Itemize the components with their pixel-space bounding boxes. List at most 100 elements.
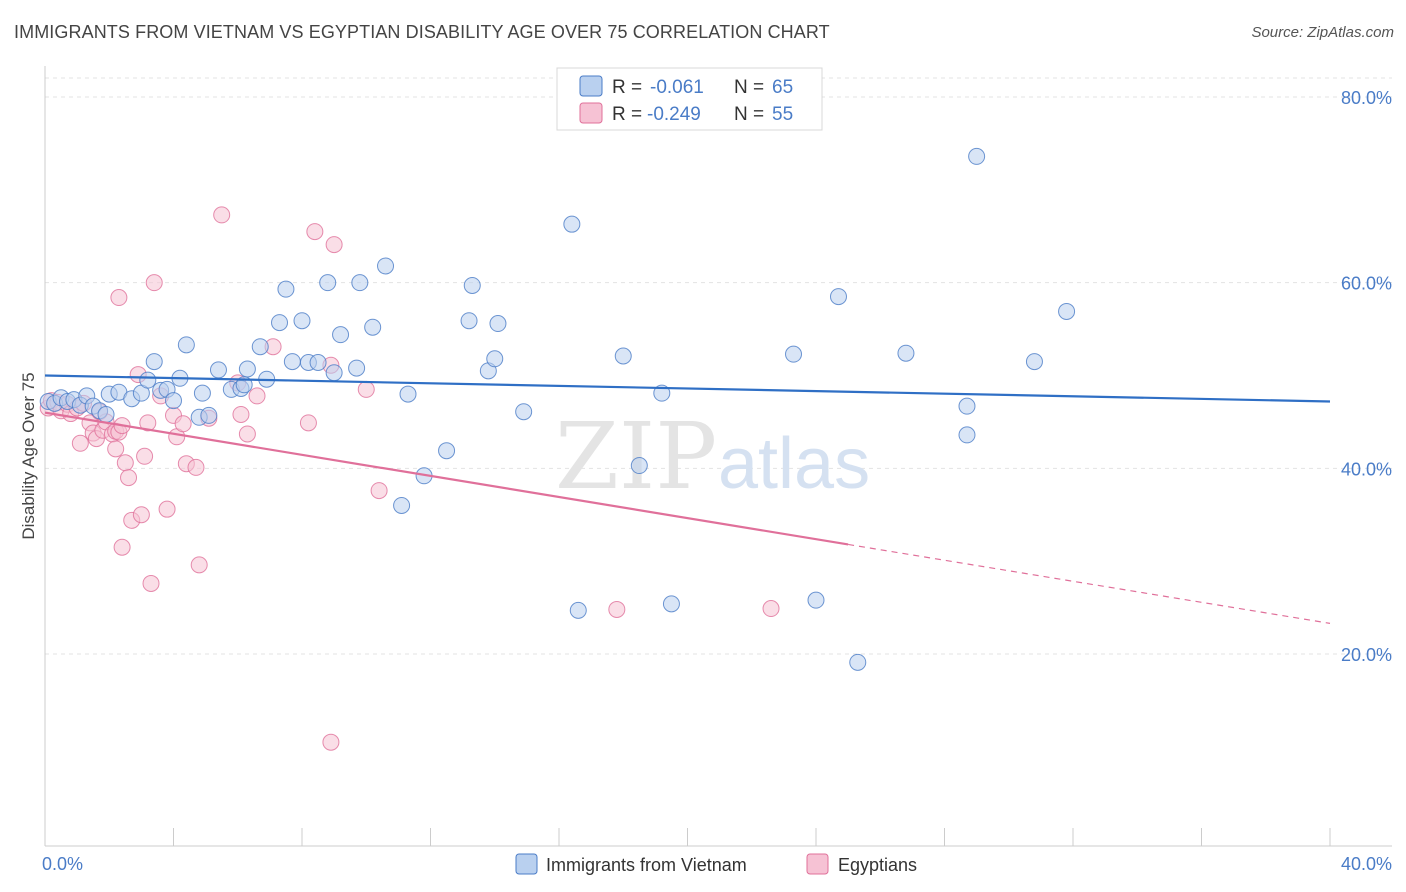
- stats-legend: R = -0.061 N = 65 R = -0.249 N = 55: [556, 67, 823, 131]
- vietnam-point: [348, 359, 366, 377]
- vietnam-point: [489, 315, 507, 333]
- legend-r-label-vietnam: R =: [612, 77, 642, 98]
- vietnam-point: [277, 280, 295, 298]
- bottom-legend-label-egypt: Egyptians: [838, 855, 917, 875]
- legend-n-label-egypt: N =: [734, 104, 764, 125]
- egypt-point: [158, 500, 176, 518]
- egypt-trend-line-extrapolated: [848, 543, 1331, 624]
- vietnam-point: [309, 354, 327, 372]
- vietnam-point: [145, 353, 163, 371]
- vietnam-point: [785, 345, 803, 363]
- egypt-point: [120, 469, 138, 487]
- vietnam-point: [460, 312, 478, 330]
- watermark-atlas: atlas: [718, 424, 870, 504]
- legend-r-value-egypt: -0.249: [647, 104, 701, 125]
- vietnam-point: [438, 442, 456, 460]
- vietnam-point: [251, 338, 269, 356]
- egypt-point: [187, 458, 205, 476]
- y-tick-label: 80.0%: [1341, 88, 1392, 108]
- legend-n-label-vietnam: N =: [734, 77, 764, 98]
- egypt-point: [113, 538, 131, 556]
- vietnam-point: [1058, 302, 1076, 320]
- egypt-point: [174, 415, 192, 433]
- egypt-point: [370, 482, 388, 500]
- vietnam-point: [958, 397, 976, 415]
- egypt-point: [110, 289, 128, 307]
- egypt-point: [248, 387, 266, 405]
- vietnam-point: [271, 314, 289, 332]
- egypt-point: [136, 447, 154, 465]
- vietnam-point: [319, 274, 337, 292]
- y-axis-title: Disability Age Over 75: [19, 372, 38, 539]
- egypt-point: [142, 574, 160, 592]
- vietnam-point: [958, 426, 976, 444]
- egypt-point: [762, 600, 780, 618]
- vietnam-point: [351, 274, 369, 292]
- vietnam-point: [332, 326, 350, 344]
- vietnam-point: [1025, 353, 1043, 371]
- egypt-point: [116, 454, 134, 472]
- vietnam-point: [662, 595, 680, 613]
- x-tick-labels: 0.0% 40.0%: [42, 854, 1392, 874]
- vietnam-point: [377, 257, 395, 275]
- egypt-point: [306, 223, 324, 241]
- bottom-legend: Immigrants from Vietnam Egyptians: [515, 853, 917, 875]
- egypt-point: [322, 733, 340, 751]
- vietnam-point: [849, 653, 867, 671]
- vietnam-point: [200, 406, 218, 424]
- bottom-legend-swatch-egypt: [806, 853, 829, 875]
- legend-n-value-vietnam: 65: [772, 77, 793, 98]
- vietnam-point: [209, 361, 227, 379]
- bottom-legend-label-vietnam: Immigrants from Vietnam: [546, 855, 747, 875]
- egypt-point: [299, 414, 317, 432]
- vietnam-point: [293, 312, 311, 330]
- x-tick-label-min: 0.0%: [42, 854, 83, 874]
- vietnam-trend-line: [44, 374, 1331, 403]
- vietnam-points: [39, 147, 1076, 671]
- legend-swatch-egypt: [579, 102, 603, 124]
- vietnam-point: [283, 353, 301, 371]
- vietnam-point: [563, 215, 581, 233]
- y-tick-label: 40.0%: [1341, 459, 1392, 479]
- vietnam-point: [97, 405, 115, 423]
- vietnam-point: [630, 457, 648, 475]
- egypt-point: [190, 556, 208, 574]
- egypt-point: [71, 434, 89, 452]
- egypt-point: [325, 236, 343, 254]
- egypt-trend-line: [44, 411, 849, 546]
- vietnam-point: [968, 147, 986, 165]
- vietnam-point: [325, 364, 343, 382]
- vietnam-point: [177, 336, 195, 354]
- vietnam-point: [364, 318, 382, 336]
- y-tick-label: 60.0%: [1341, 274, 1392, 294]
- y-tick-labels: 20.0% 40.0% 60.0% 80.0%: [1341, 88, 1392, 665]
- legend-r-label-egypt: R =: [612, 104, 642, 125]
- legend-r-value-vietnam: -0.061: [650, 77, 704, 98]
- legend-swatch-vietnam: [579, 75, 603, 97]
- egypt-point: [608, 600, 626, 618]
- vietnam-point: [393, 496, 411, 514]
- vietnam-point: [193, 384, 211, 402]
- vietnam-point: [238, 360, 256, 378]
- egypt-point: [213, 206, 231, 224]
- watermark-zip: ZIP: [555, 403, 717, 510]
- x-ticks: [173, 828, 1331, 846]
- vietnam-point: [165, 392, 182, 410]
- vietnam-point: [614, 347, 632, 365]
- vietnam-point: [897, 344, 915, 362]
- vietnam-point: [486, 350, 504, 368]
- vietnam-point: [829, 288, 847, 306]
- egypt-point: [232, 405, 250, 423]
- vietnam-point: [399, 385, 417, 403]
- zipatlas-watermark: ZIP atlas: [555, 403, 870, 510]
- trend-lines: [44, 374, 1331, 624]
- vietnam-point: [515, 403, 533, 421]
- bottom-legend-swatch-vietnam: [515, 853, 538, 875]
- egypt-point: [107, 440, 125, 458]
- axes: [44, 66, 1392, 847]
- vietnam-point: [139, 371, 157, 389]
- egypt-point: [139, 414, 157, 432]
- egypt-point: [238, 425, 256, 443]
- x-tick-label-max: 40.0%: [1341, 854, 1392, 874]
- chart-title: IMMIGRANTS FROM VIETNAM VS EGYPTIAN DISA…: [14, 22, 830, 42]
